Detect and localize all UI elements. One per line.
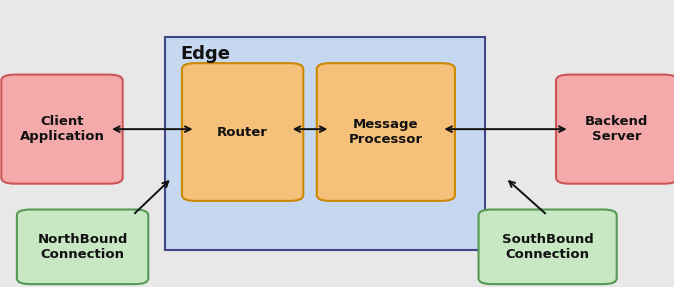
FancyBboxPatch shape xyxy=(182,63,303,201)
FancyBboxPatch shape xyxy=(17,210,148,284)
FancyBboxPatch shape xyxy=(317,63,455,201)
FancyBboxPatch shape xyxy=(1,75,123,184)
Text: NorthBound
Connection: NorthBound Connection xyxy=(37,233,128,261)
Text: Router: Router xyxy=(217,125,268,139)
FancyBboxPatch shape xyxy=(556,75,674,184)
Text: Backend
Server: Backend Server xyxy=(585,115,648,143)
Text: Client
Application: Client Application xyxy=(20,115,104,143)
FancyBboxPatch shape xyxy=(479,210,617,284)
FancyBboxPatch shape xyxy=(165,37,485,250)
Text: Edge: Edge xyxy=(181,45,231,63)
Text: SouthBound
Connection: SouthBound Connection xyxy=(501,233,594,261)
Text: Message
Processor: Message Processor xyxy=(349,118,423,146)
